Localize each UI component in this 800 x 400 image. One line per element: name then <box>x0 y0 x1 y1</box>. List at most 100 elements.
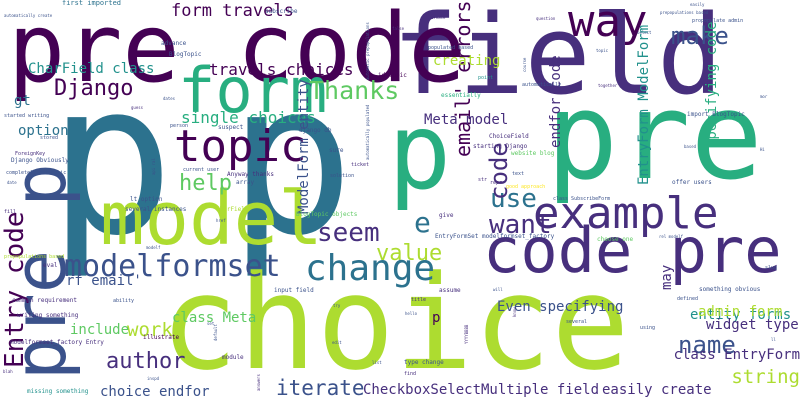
cloud-word: using <box>640 325 656 331</box>
cloud-word: author <box>106 349 186 374</box>
cloud-word: form travels <box>171 1 294 21</box>
cloud-word: want <box>489 210 552 240</box>
cloud-word: ForeignKey <box>15 151 46 157</box>
cloud-word: hello <box>405 311 418 316</box>
cloud-word: e <box>414 206 431 239</box>
cloud-word: Anyway thanks <box>227 171 274 178</box>
cloud-word: blah <box>3 369 13 374</box>
cloud-word: will <box>493 287 503 292</box>
cloud-word: know <box>512 307 517 317</box>
cloud-word: assume <box>439 287 461 294</box>
cloud-word: code <box>485 142 513 200</box>
cloud-word: help <box>179 171 232 196</box>
cloud-word: fill <box>4 209 17 215</box>
cloud-word: EntryFormSet modelformset_factory <box>435 233 555 240</box>
cloud-word: ticket <box>351 162 370 168</box>
cloud-word: endfor code <box>548 55 564 148</box>
cloud-word: automatically <box>522 82 562 88</box>
cloud-word: modelf <box>146 245 161 250</box>
cloud-word: Even specifying <box>497 299 624 315</box>
cloud-word: lt option <box>130 196 163 203</box>
cloud-word: seem <box>317 218 380 248</box>
cloud-word: type change <box>404 359 444 366</box>
cloud-word: repr <box>490 180 503 186</box>
cloud-word: together <box>598 83 618 88</box>
cloud-word: pre <box>546 68 763 207</box>
cloud-word: entity forms <box>690 307 792 323</box>
cloud-word: EntryForm ModelForm <box>636 24 652 185</box>
cloud-word: email' errors <box>451 0 475 157</box>
cloud-word: topic <box>596 48 609 53</box>
cloud-word: class EntryForm <box>673 347 800 363</box>
cloud-word: point <box>478 75 494 81</box>
cloud-word: choice <box>160 247 630 399</box>
cloud-word: way <box>568 0 648 47</box>
cloud-word: django db <box>299 127 332 134</box>
cloud-word: p <box>48 37 175 282</box>
cloud-word: single choices <box>181 108 316 127</box>
cloud-word: prepopulations based <box>660 10 709 15</box>
cloud-word: completely automatic <box>6 170 67 176</box>
cloud-word: missing something <box>27 388 89 395</box>
cloud-word: offer users <box>672 179 712 186</box>
cloud-word: work <box>127 319 173 341</box>
cloud-word: str <box>478 177 488 183</box>
cloud-word: automatically populated <box>365 104 370 160</box>
cloud-word: prepopulations based <box>4 254 65 260</box>
cloud-word: p <box>228 37 355 282</box>
cloud-word: id topic <box>378 72 407 79</box>
cloud-word: use <box>490 184 537 214</box>
cloud-word: p <box>388 91 452 213</box>
cloud-word: modelformset_factory Entry <box>10 339 104 346</box>
cloud-word: ChoiceField <box>489 133 529 140</box>
cloud-word: essentially <box>441 92 481 99</box>
cloud-word: question <box>536 16 556 21</box>
cloud-word: default <box>213 324 218 341</box>
cloud-word: good approach <box>506 184 546 190</box>
cloud-word: propopulate admin <box>692 18 744 24</box>
cloud-word: dates <box>163 96 176 101</box>
cloud-word: string <box>731 366 800 388</box>
cloud-word: inspd <box>147 376 160 381</box>
cloud-word: BlogTopic <box>169 51 202 58</box>
cloud-word: module <box>222 354 244 361</box>
cloud-word: creating <box>433 53 501 69</box>
cloud-word: api ral <box>151 158 156 175</box>
cloud-word: topic <box>174 121 307 172</box>
cloud-word: pre code <box>8 0 466 104</box>
cloud-word: CharField <box>216 206 249 213</box>
cloud-word: widget type <box>706 317 799 333</box>
cloud-word: import BlogTopic <box>687 111 745 118</box>
cloud-word: based <box>684 144 697 149</box>
cloud-word: mor <box>760 94 768 99</box>
cloud-word: Django Obviously <box>11 157 69 164</box>
cloud-word: choose one <box>597 236 634 243</box>
cloud-word: model <box>100 176 323 262</box>
cloud-word: Django <box>54 76 134 101</box>
cloud-word: field <box>392 0 724 119</box>
cloud-word: CharField class <box>28 61 155 77</box>
cloud-word: CheckboxSelectMultiple field <box>363 382 600 398</box>
cloud-word: sure <box>329 147 344 154</box>
cloud-word: current user <box>183 167 220 173</box>
cloud-word: several instances <box>125 206 187 213</box>
cloud-word: stored <box>40 135 59 141</box>
cloud-word: list <box>372 360 382 365</box>
cloud-word: suspect <box>218 124 244 131</box>
cloud-word: may <box>659 264 675 290</box>
cloud-word: easily create <box>602 382 712 398</box>
cloud-word: first imported <box>62 0 122 7</box>
cloud-word: defined <box>677 296 699 302</box>
cloud-word: array <box>236 179 255 186</box>
cloud-word: writing something <box>17 312 79 319</box>
cloud-word: started writing <box>4 113 50 119</box>
cloud-word: YYYYBBBB <box>464 324 469 344</box>
cloud-word: something obvious <box>699 286 761 293</box>
cloud-word: form <box>178 54 328 127</box>
cloud-word: subscribe <box>265 8 298 15</box>
cloud-word: false <box>392 26 405 31</box>
cloud-word: text <box>512 171 525 177</box>
cloud-word: easily <box>690 2 705 7</box>
cloud-word: travels choices <box>209 60 354 79</box>
